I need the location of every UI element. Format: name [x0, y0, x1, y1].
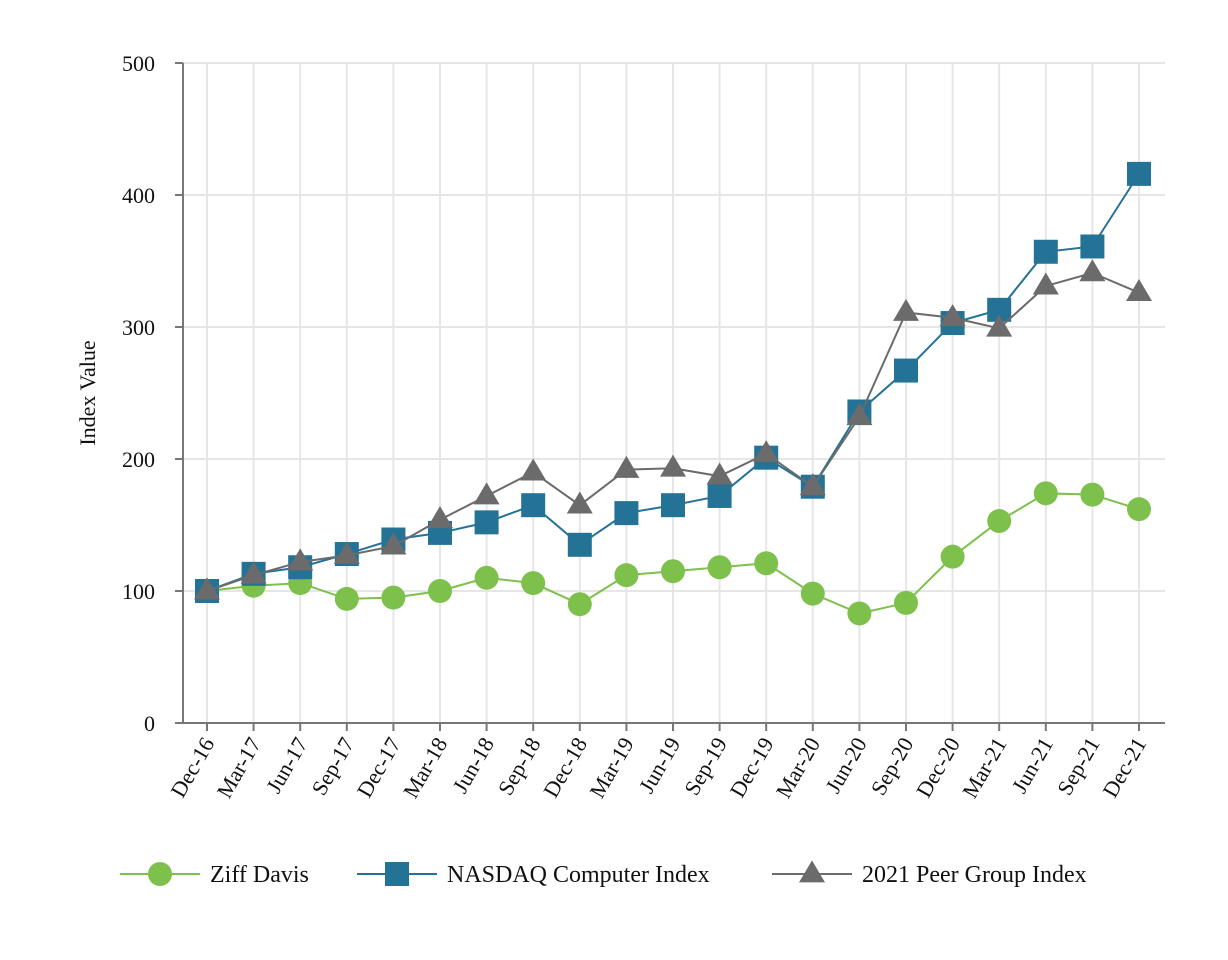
- data-point: [1080, 234, 1105, 259]
- data-point: [427, 506, 453, 529]
- data-point: [613, 455, 640, 478]
- data-point: [474, 510, 499, 535]
- data-point: [1079, 259, 1106, 282]
- x-tick-label: Dec-18: [538, 733, 592, 802]
- data-point: [987, 509, 1012, 534]
- data-point: [380, 532, 407, 555]
- data-point: [614, 501, 639, 526]
- x-tick-label: Dec-19: [725, 733, 779, 802]
- legend-item-2021-peer-group-index: 2021 Peer Group Index: [772, 860, 1087, 888]
- data-point: [707, 483, 732, 508]
- y-tick-label: 500: [122, 51, 155, 76]
- y-tick-label: 300: [122, 315, 155, 340]
- x-tick-label: Jun-19: [634, 733, 686, 797]
- data-point: [894, 590, 918, 615]
- legend-marker: [385, 862, 409, 886]
- y-axis-title: Index Value: [75, 340, 100, 445]
- x-tick-label: Jun-18: [447, 733, 499, 797]
- data-point: [1127, 497, 1151, 522]
- data-point: [661, 493, 685, 518]
- data-point: [381, 585, 406, 610]
- legend-marker: [799, 860, 825, 883]
- data-point: [753, 440, 780, 463]
- legend-label: NASDAQ Computer Index: [447, 862, 710, 888]
- x-tick-label: Dec-21: [1097, 733, 1151, 802]
- x-tick-label: Jun-21: [1007, 733, 1059, 797]
- data-point: [333, 541, 360, 564]
- x-tick-label: Mar-17: [212, 733, 266, 802]
- data-point: [567, 532, 592, 557]
- data-point: [893, 298, 919, 321]
- data-point: [846, 403, 873, 426]
- data-point: [473, 482, 500, 505]
- data-point: [1080, 482, 1105, 507]
- data-point: [1127, 161, 1151, 186]
- axes: [175, 62, 1165, 731]
- data-point: [334, 586, 359, 611]
- data-point: [1033, 481, 1058, 506]
- x-tick-label: Jun-17: [261, 733, 313, 797]
- legend-marker: [148, 862, 172, 886]
- data-point: [566, 491, 593, 514]
- x-tick-label: Dec-17: [352, 733, 406, 802]
- data-point: [567, 592, 592, 617]
- data-point: [520, 458, 547, 481]
- data-point: [940, 544, 965, 569]
- tick-labels: 0100200300400500Dec-16Mar-17Jun-17Sep-17…: [122, 51, 1151, 802]
- data-point: [474, 565, 499, 590]
- y-tick-label: 400: [122, 183, 155, 208]
- data-point: [240, 561, 267, 584]
- data-point: [707, 555, 732, 580]
- data-point: [800, 581, 825, 606]
- data-point: [939, 304, 966, 327]
- data-point: [521, 571, 546, 596]
- legend: Ziff Davis NASDAQ Computer Index 2021 Peer…: [120, 860, 1087, 888]
- data-point: [847, 601, 872, 626]
- x-tick-label: Mar-18: [398, 733, 452, 802]
- x-tick-label: Mar-19: [584, 733, 638, 802]
- data-point: [1033, 239, 1058, 264]
- data-point: [428, 579, 452, 603]
- data-point: [614, 563, 639, 588]
- series-2021-peer-group-index: [194, 259, 1152, 600]
- gridlines: [183, 62, 1165, 723]
- data-point: [754, 551, 779, 576]
- y-tick-label: 100: [122, 579, 155, 604]
- x-tick-label: Jun-20: [820, 733, 872, 797]
- data-point: [706, 462, 733, 485]
- data-point: [894, 358, 918, 383]
- data-point: [287, 548, 314, 571]
- x-tick-label: Dec-20: [911, 733, 965, 802]
- data-point: [986, 314, 1013, 337]
- x-tick-label: Mar-21: [957, 733, 1011, 802]
- data-point: [660, 454, 686, 477]
- y-tick-label: 0: [144, 711, 155, 736]
- y-tick-label: 200: [122, 447, 155, 472]
- data-point: [1032, 272, 1059, 295]
- data-point: [194, 577, 220, 600]
- data-point: [661, 559, 685, 584]
- legend-item-nasdaq-computer-index: NASDAQ Computer Index: [357, 862, 710, 888]
- legend-label: Ziff Davis: [210, 862, 309, 888]
- legend-label: 2021 Peer Group Index: [862, 862, 1087, 888]
- x-tick-label: Mar-20: [771, 733, 825, 802]
- data-point: [1126, 279, 1152, 302]
- series-nasdaq-computer-index: [195, 161, 1151, 603]
- data-point: [799, 473, 826, 496]
- x-tick-label: Dec-16: [165, 733, 219, 802]
- legend-item-ziff-davis: Ziff Davis: [120, 862, 309, 888]
- series-layer: [194, 161, 1152, 626]
- data-point: [521, 493, 546, 518]
